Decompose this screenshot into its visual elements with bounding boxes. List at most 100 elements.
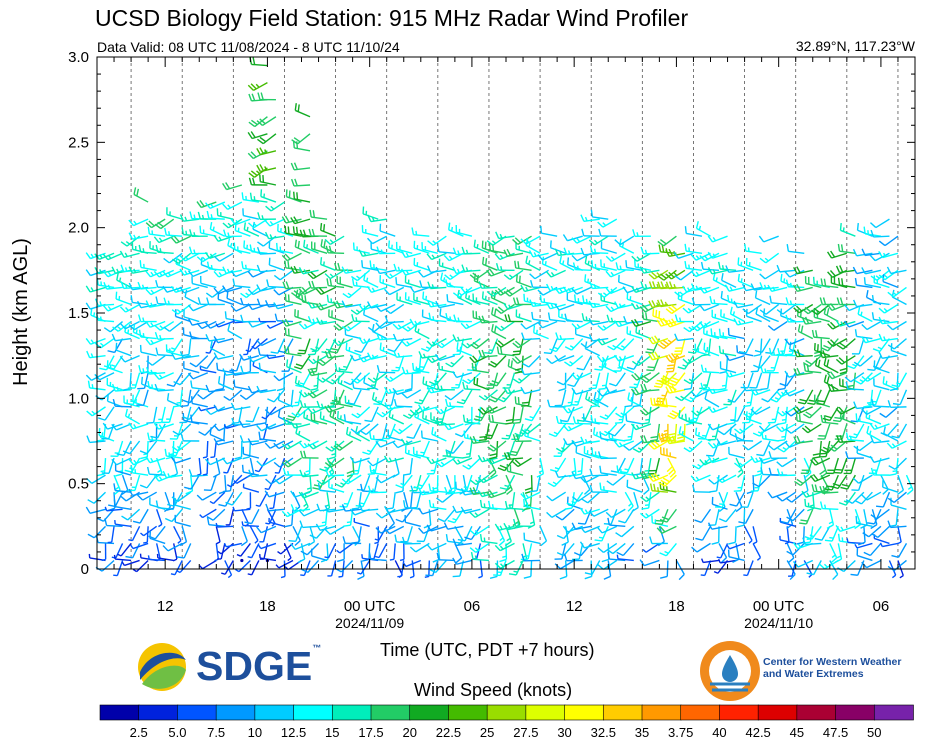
- barb-flag: [487, 446, 495, 452]
- barb-flag: [336, 443, 343, 449]
- wind-barb: [205, 384, 225, 393]
- barb-half-flag: [533, 301, 537, 307]
- barb-shaft: [345, 349, 362, 357]
- barb-shaft: [224, 560, 234, 575]
- barb-flag: [504, 540, 512, 547]
- barb-flag: [512, 353, 520, 356]
- barb-shaft: [132, 301, 149, 306]
- barb-shaft: [249, 457, 255, 474]
- barb-half-flag: [223, 471, 228, 474]
- wind-barb: [190, 396, 208, 408]
- wind-barb: [240, 286, 260, 299]
- barb-flag: [607, 345, 615, 351]
- barb-shaft: [515, 560, 524, 576]
- wind-barb: [379, 275, 396, 289]
- barb-flag: [412, 370, 420, 374]
- barb-flag: [462, 456, 470, 459]
- barb-flag: [504, 500, 508, 509]
- barb-shaft: [202, 491, 217, 501]
- barb-half-flag: [552, 481, 557, 485]
- wind-barb: [571, 387, 592, 395]
- wind-barb: [342, 320, 362, 332]
- barb-shaft: [215, 526, 221, 543]
- wind-barb: [320, 239, 336, 254]
- barb-half-flag: [610, 306, 615, 311]
- barb-flag: [632, 229, 636, 237]
- barb-flag: [562, 234, 568, 242]
- wind-barb: [196, 491, 217, 501]
- wind-barb: [325, 245, 345, 254]
- barb-shaft: [551, 508, 567, 519]
- barb-half-flag: [270, 205, 275, 210]
- barb-shaft: [167, 542, 183, 552]
- barb-half-flag: [355, 281, 358, 287]
- barb-half-flag: [346, 478, 351, 483]
- barb-shaft: [374, 457, 379, 474]
- barb-flag: [658, 244, 662, 252]
- wind-barb: [491, 324, 507, 340]
- wind-barb: [674, 314, 694, 323]
- barb-shaft: [498, 353, 515, 357]
- barb-half-flag: [209, 253, 214, 258]
- barb-flag: [336, 558, 345, 563]
- barb-half-flag: [303, 472, 307, 477]
- barb-half-flag: [215, 323, 219, 328]
- barb-flag: [363, 273, 366, 281]
- wind-barb: [409, 318, 430, 326]
- barb-flag: [462, 464, 470, 470]
- barb-half-flag: [673, 272, 678, 277]
- wind-barb: [694, 508, 712, 524]
- barb-flag: [660, 479, 668, 485]
- wind-barb: [275, 242, 294, 254]
- wind-barb: [217, 543, 226, 560]
- barb-flag: [290, 543, 296, 550]
- wind-barb: [684, 243, 703, 254]
- barb-flag: [661, 244, 665, 253]
- wind-barb: [631, 252, 652, 262]
- barb-shaft: [279, 474, 294, 485]
- barb-shaft: [337, 389, 345, 405]
- wind-barb: [504, 474, 513, 495]
- barb-flag: [205, 334, 210, 342]
- barb-shaft: [278, 372, 294, 382]
- barb-flag: [678, 426, 682, 434]
- barb-half-flag: [99, 301, 102, 306]
- barb-flag: [393, 398, 397, 407]
- wind-barb: [145, 286, 166, 296]
- barb-flag: [547, 482, 555, 488]
- barb-half-flag: [636, 232, 639, 237]
- barb-flag: [325, 446, 333, 452]
- barb-shaft: [525, 235, 541, 245]
- barb-half-flag: [593, 239, 598, 244]
- barb-flag: [206, 297, 210, 305]
- wind-barb: [564, 338, 584, 351]
- barb-flag: [128, 422, 134, 430]
- barb-flag: [443, 423, 449, 431]
- wind-barb: [187, 303, 209, 312]
- barb-flag: [274, 313, 278, 321]
- barb-flag: [668, 271, 675, 278]
- wind-barb: [248, 218, 268, 229]
- barb-flag: [303, 450, 307, 459]
- barb-half-flag: [227, 222, 232, 227]
- wind-barb: [576, 355, 592, 371]
- barb-flag: [281, 216, 287, 224]
- wind-barb: [339, 491, 354, 508]
- barb-shaft: [413, 423, 422, 439]
- barb-flag: [409, 546, 417, 553]
- barb-flag: [653, 385, 662, 388]
- wind-barb: [460, 506, 481, 514]
- barb-half-flag: [459, 346, 462, 351]
- barb-flag: [244, 521, 252, 525]
- wind-barb: [580, 474, 601, 484]
- barb-flag: [622, 286, 628, 294]
- barb-flag: [447, 519, 455, 524]
- wind-barb: [248, 116, 268, 128]
- wind-barb: [328, 440, 337, 460]
- barb-shaft: [651, 489, 668, 493]
- barb-flag: [120, 281, 125, 289]
- wind-barb: [674, 333, 694, 342]
- wind-barb: [566, 491, 584, 507]
- barb-shaft: [242, 524, 259, 528]
- barb-flag: [222, 266, 227, 274]
